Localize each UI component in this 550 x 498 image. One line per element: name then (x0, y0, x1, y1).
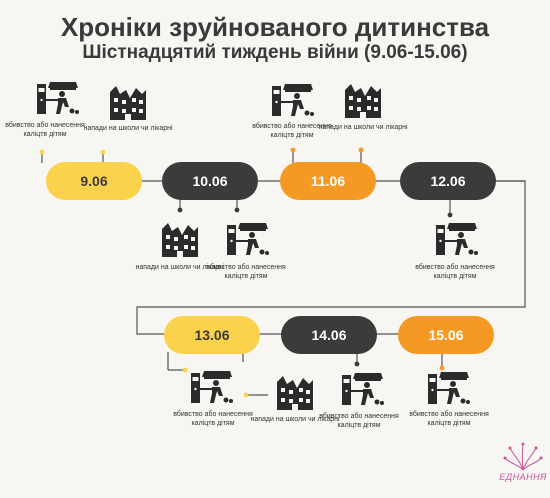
label-kill-1106: вбивство або нанесення каліцтв дітям (252, 123, 332, 139)
label-kill-0906: вбивство або нанесення каліцтв дітям (5, 122, 85, 138)
label-kill-1406: вбивство або нанесення каліцтв дітям (319, 413, 399, 429)
label-kill-1206: вбивство або нанесення каліцтв дітям (415, 264, 495, 280)
date-pill-1106: 11.06 (280, 162, 376, 200)
ruined-building-icon (162, 223, 198, 257)
ruined-building-icon (345, 84, 381, 118)
soldier-shooting-icon (227, 223, 269, 255)
soldier-shooting-icon (37, 82, 79, 114)
logo-text: ЕДНАННЯ (499, 472, 547, 482)
flower-logo-icon (503, 442, 543, 471)
date-pill-1206: 12.06 (400, 162, 496, 200)
date-pill-1406: 14.06 (281, 316, 377, 354)
date-pill-1006: 10.06 (162, 162, 258, 200)
soldier-shooting-icon (342, 373, 384, 405)
label-kill-1306: вбивство або нанесення каліцтв дітям (173, 411, 253, 427)
label-kill-1506: вбивство або нанесення каліцтв дітям (409, 411, 489, 427)
page-subtitle: Шістнадцятий тиждень війни (9.06-15.06) (82, 42, 468, 63)
label-attack-0906: напади на школи чи лікарні (83, 125, 173, 132)
label-attack-1406: напади на школи чи лікарні (250, 416, 340, 423)
soldier-shooting-icon (191, 371, 233, 403)
page-title: Хроніки зруйнованого дитинства (60, 12, 490, 42)
date-pill-1306: 13.06 (164, 316, 260, 354)
date-pill-1506: 15.06 (398, 316, 494, 354)
label-attack-1106: напади на школи чи лікарні (318, 124, 408, 131)
ruined-building-icon (110, 86, 146, 120)
soldier-shooting-icon (428, 372, 470, 404)
label-attack-1006: напади на школи чи лікарні (135, 264, 225, 271)
ruined-building-icon (277, 376, 313, 410)
soldier-shooting-icon (272, 84, 314, 116)
label-kill-1006: вбивство або нанесення каліцтв дітям (206, 264, 286, 280)
soldier-shooting-icon (436, 223, 478, 255)
date-pill-0906: 9.06 (46, 162, 142, 200)
